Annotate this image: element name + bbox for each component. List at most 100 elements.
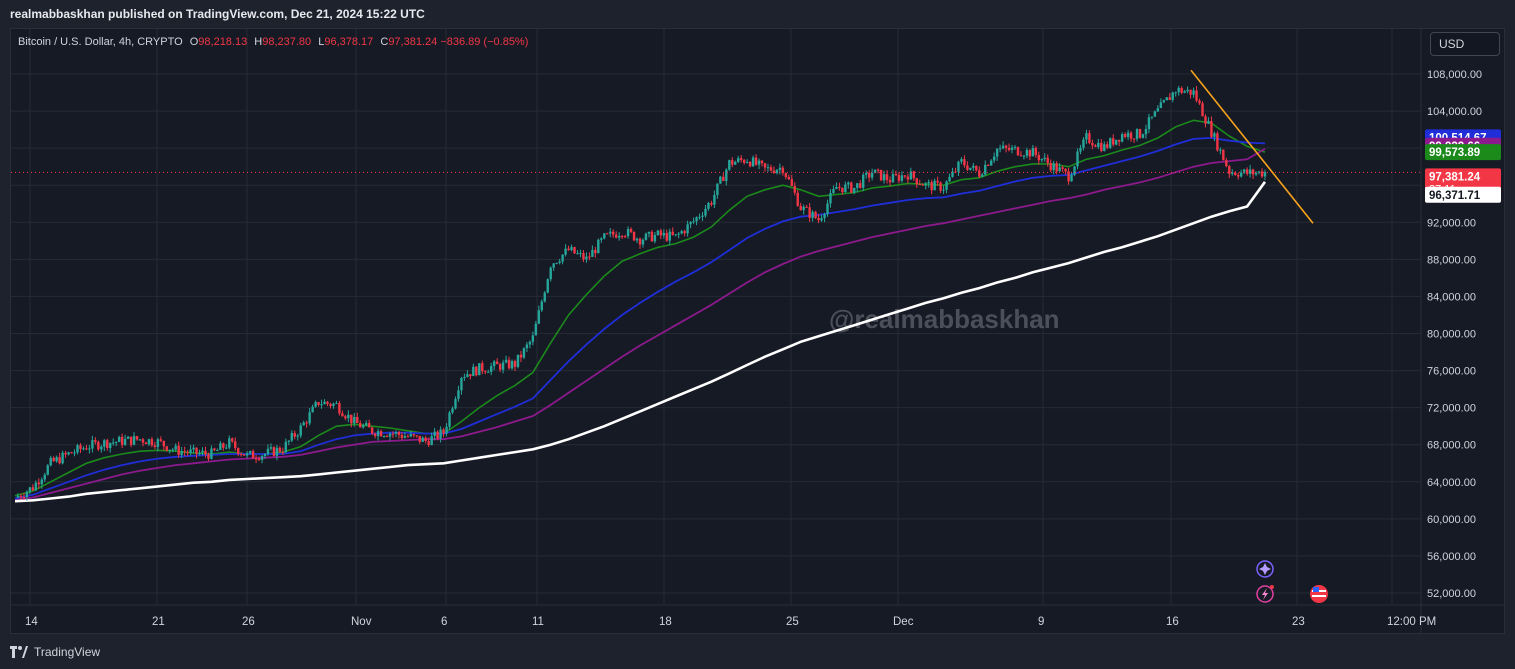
candle-up [269, 447, 273, 449]
candle-down [183, 451, 186, 453]
candle-up [320, 404, 323, 406]
candle-up [1219, 149, 1222, 151]
candle-up [656, 230, 660, 235]
footer-brand[interactable]: TradingView [10, 645, 100, 659]
tradingview-logo-icon [10, 646, 28, 658]
candle-up [1135, 129, 1139, 139]
candle-up [626, 228, 630, 237]
candle-up [88, 448, 91, 450]
trend-line[interactable] [1190, 69, 1314, 224]
x-tick-label: 18 [659, 616, 672, 628]
candle-down [135, 436, 139, 440]
candle-down [1129, 132, 1133, 139]
candle-up [82, 448, 85, 450]
candle-down [1004, 145, 1008, 148]
candle-down [242, 454, 246, 456]
price-badge-label: 99,573.89 [1429, 147, 1480, 159]
candle-up [540, 301, 543, 311]
candle-up [564, 248, 567, 255]
candle-up [597, 239, 600, 254]
candle-down [498, 364, 502, 370]
candle-up [689, 221, 692, 225]
flag-stripe [1312, 595, 1326, 597]
candle-down [177, 445, 180, 455]
candle-up [445, 426, 448, 434]
candle-down [841, 187, 844, 193]
candle-up [1126, 132, 1130, 138]
candle-up [653, 234, 657, 242]
y-tick-label: 56,000.00 [1427, 551, 1476, 563]
candle-up [522, 348, 526, 358]
candle-down [1168, 97, 1171, 100]
x-tick-label: 9 [1038, 616, 1044, 628]
candle-down [1067, 171, 1070, 182]
candle-down [350, 414, 353, 424]
candle-down [739, 158, 743, 161]
candle-up [873, 169, 877, 174]
price-chart[interactable]: @realmabbaskhan 108,000.00 104,000.00 92,00… [11, 29, 1505, 634]
candle-down [1019, 155, 1023, 157]
candle-up [716, 183, 719, 195]
candle-up [1171, 92, 1174, 100]
candle-down [975, 165, 978, 171]
y-tick-label: 72,000.00 [1427, 403, 1476, 415]
candle-up [1141, 134, 1145, 138]
candle-down [573, 247, 576, 254]
candle-down [567, 248, 570, 251]
candle-up [737, 158, 740, 162]
candle-up [201, 450, 204, 453]
candle-down [748, 161, 752, 167]
symbol-label[interactable]: Bitcoin / U.S. Dollar, 4h, CRYPTO [18, 36, 183, 48]
candle-down [1210, 120, 1213, 137]
candle-down [805, 206, 808, 208]
candle-up [478, 363, 481, 376]
candle-down [876, 169, 880, 171]
candle-up [591, 249, 594, 257]
candle-up [600, 238, 603, 240]
candle-up [829, 193, 832, 204]
candle-down [519, 354, 523, 358]
candle-up [1109, 138, 1112, 148]
x-tick-label: 11 [532, 616, 544, 628]
candle-down [1234, 172, 1237, 175]
candle-down [769, 167, 773, 171]
candle-up [364, 423, 368, 426]
candle-up [1010, 147, 1014, 151]
candle-down [888, 180, 892, 183]
candle-down [930, 182, 933, 191]
candle-down [665, 232, 668, 241]
candle-up [725, 169, 728, 182]
candle-down [1245, 169, 1249, 174]
candle-up [275, 447, 279, 456]
candle-up [210, 448, 213, 459]
candle-down [1260, 171, 1264, 177]
candle-up [1183, 91, 1186, 93]
candle-up [900, 175, 904, 181]
candle-up [109, 442, 112, 449]
candle-up [775, 169, 779, 173]
candle-up [713, 194, 716, 205]
candle-down [370, 427, 374, 434]
candle-down [356, 416, 359, 424]
candle-down [186, 452, 189, 454]
chart-panel[interactable]: @realmabbaskhan 108,000.00 104,000.00 92,00… [10, 28, 1505, 634]
candle-up [16, 495, 20, 498]
candle-up [67, 452, 70, 455]
candle-up [189, 449, 192, 454]
candle-up [347, 414, 350, 419]
lightning-icon[interactable] [1256, 585, 1274, 603]
y-tick-label: 60,000.00 [1427, 514, 1476, 526]
candle-down [19, 495, 23, 497]
candle-down [817, 217, 820, 221]
currency-button[interactable]: USD [1430, 32, 1500, 56]
spark-icon[interactable] [1256, 560, 1274, 578]
candle-up [114, 441, 118, 443]
price-badge-label: 96,371.71 [1429, 190, 1481, 202]
candle-up [853, 187, 856, 193]
candle-down [915, 178, 918, 185]
candle-up [225, 447, 228, 449]
candle-up [820, 218, 823, 221]
candle-up [430, 435, 433, 445]
candle-down [213, 448, 216, 451]
candle-down [412, 434, 416, 436]
